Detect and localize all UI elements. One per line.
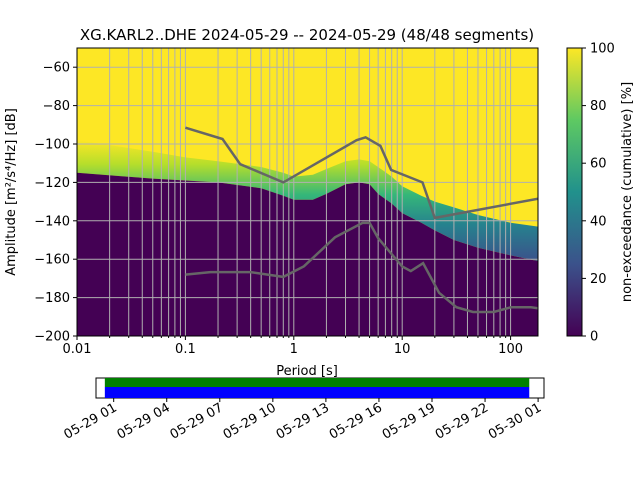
psd-transition-band [77, 140, 538, 262]
y-tick-label: −140 [34, 214, 70, 229]
timeline-tick-label: 05-29 16 [327, 400, 385, 442]
psd-plot-frame [76, 47, 539, 337]
x-tick-label: 100 [498, 342, 523, 357]
x-tick-label: 10 [394, 342, 411, 357]
y-tick-label: −180 [34, 291, 70, 306]
noise-model-line [185, 221, 538, 314]
coverage-bar-blue [104, 387, 530, 398]
y-axis-ticks: −200 −180 −160 −140 −120 −100 −80 −60 [34, 61, 77, 345]
colorbar-tick-label: 80 [590, 99, 607, 114]
y-tick-label: −60 [43, 61, 70, 76]
noise-model-curves [185, 126, 538, 314]
timeline-tick-label: 05-29 13 [274, 400, 332, 442]
y-tick-label: −120 [34, 176, 70, 191]
x-tick-label: 0.01 [63, 342, 92, 357]
y-tick-label: −100 [34, 138, 70, 153]
timeline-tick-label: 05-29 22 [433, 400, 491, 442]
grid-lines [77, 48, 538, 336]
colorbar-ticks: 0 20 40 60 80 100 [582, 42, 615, 345]
psd-plot-area [77, 48, 538, 336]
x-axis-label: Period [s] [276, 364, 338, 379]
timeline-tick-label: 05-29 04 [115, 400, 173, 442]
chart-title: XG.KARL2..DHE 2024-05-29 -- 2024-05-29 (… [80, 26, 534, 44]
x-tick-label: 1 [290, 342, 298, 357]
coverage-bar-green [104, 378, 530, 387]
y-axis-label: Amplitude [m²/s⁴/Hz] [dB] [4, 108, 19, 276]
y-tick-label: −160 [34, 253, 70, 268]
colorbar-tick-label: 0 [590, 330, 598, 345]
colorbar-tick-label: 20 [590, 272, 607, 287]
timeline-tick-label: 05-30 01 [486, 400, 544, 442]
x-tick-label: 0.1 [175, 342, 196, 357]
y-tick-label: −80 [43, 99, 70, 114]
y-tick-label: −200 [34, 330, 70, 345]
colorbar-tick-label: 40 [590, 214, 607, 229]
timeline-tick-label: 05-29 07 [168, 400, 226, 442]
colorbar-tick-label: 60 [590, 157, 607, 172]
psd-low-region [77, 172, 538, 336]
colorbar-label: non-exceedance (cumulative) [%] [620, 82, 635, 302]
timeline-tick-label: 05-29 01 [62, 400, 120, 442]
colorbar [566, 47, 583, 337]
noise-model-line [185, 126, 538, 220]
timeline-tick-label: 05-29 19 [380, 400, 438, 442]
colorbar-tick-label: 100 [590, 42, 615, 57]
timeline-tick-label: 05-29 10 [221, 400, 279, 442]
x-axis-ticks: 0.01 0.1 1 10 100 [63, 336, 523, 357]
